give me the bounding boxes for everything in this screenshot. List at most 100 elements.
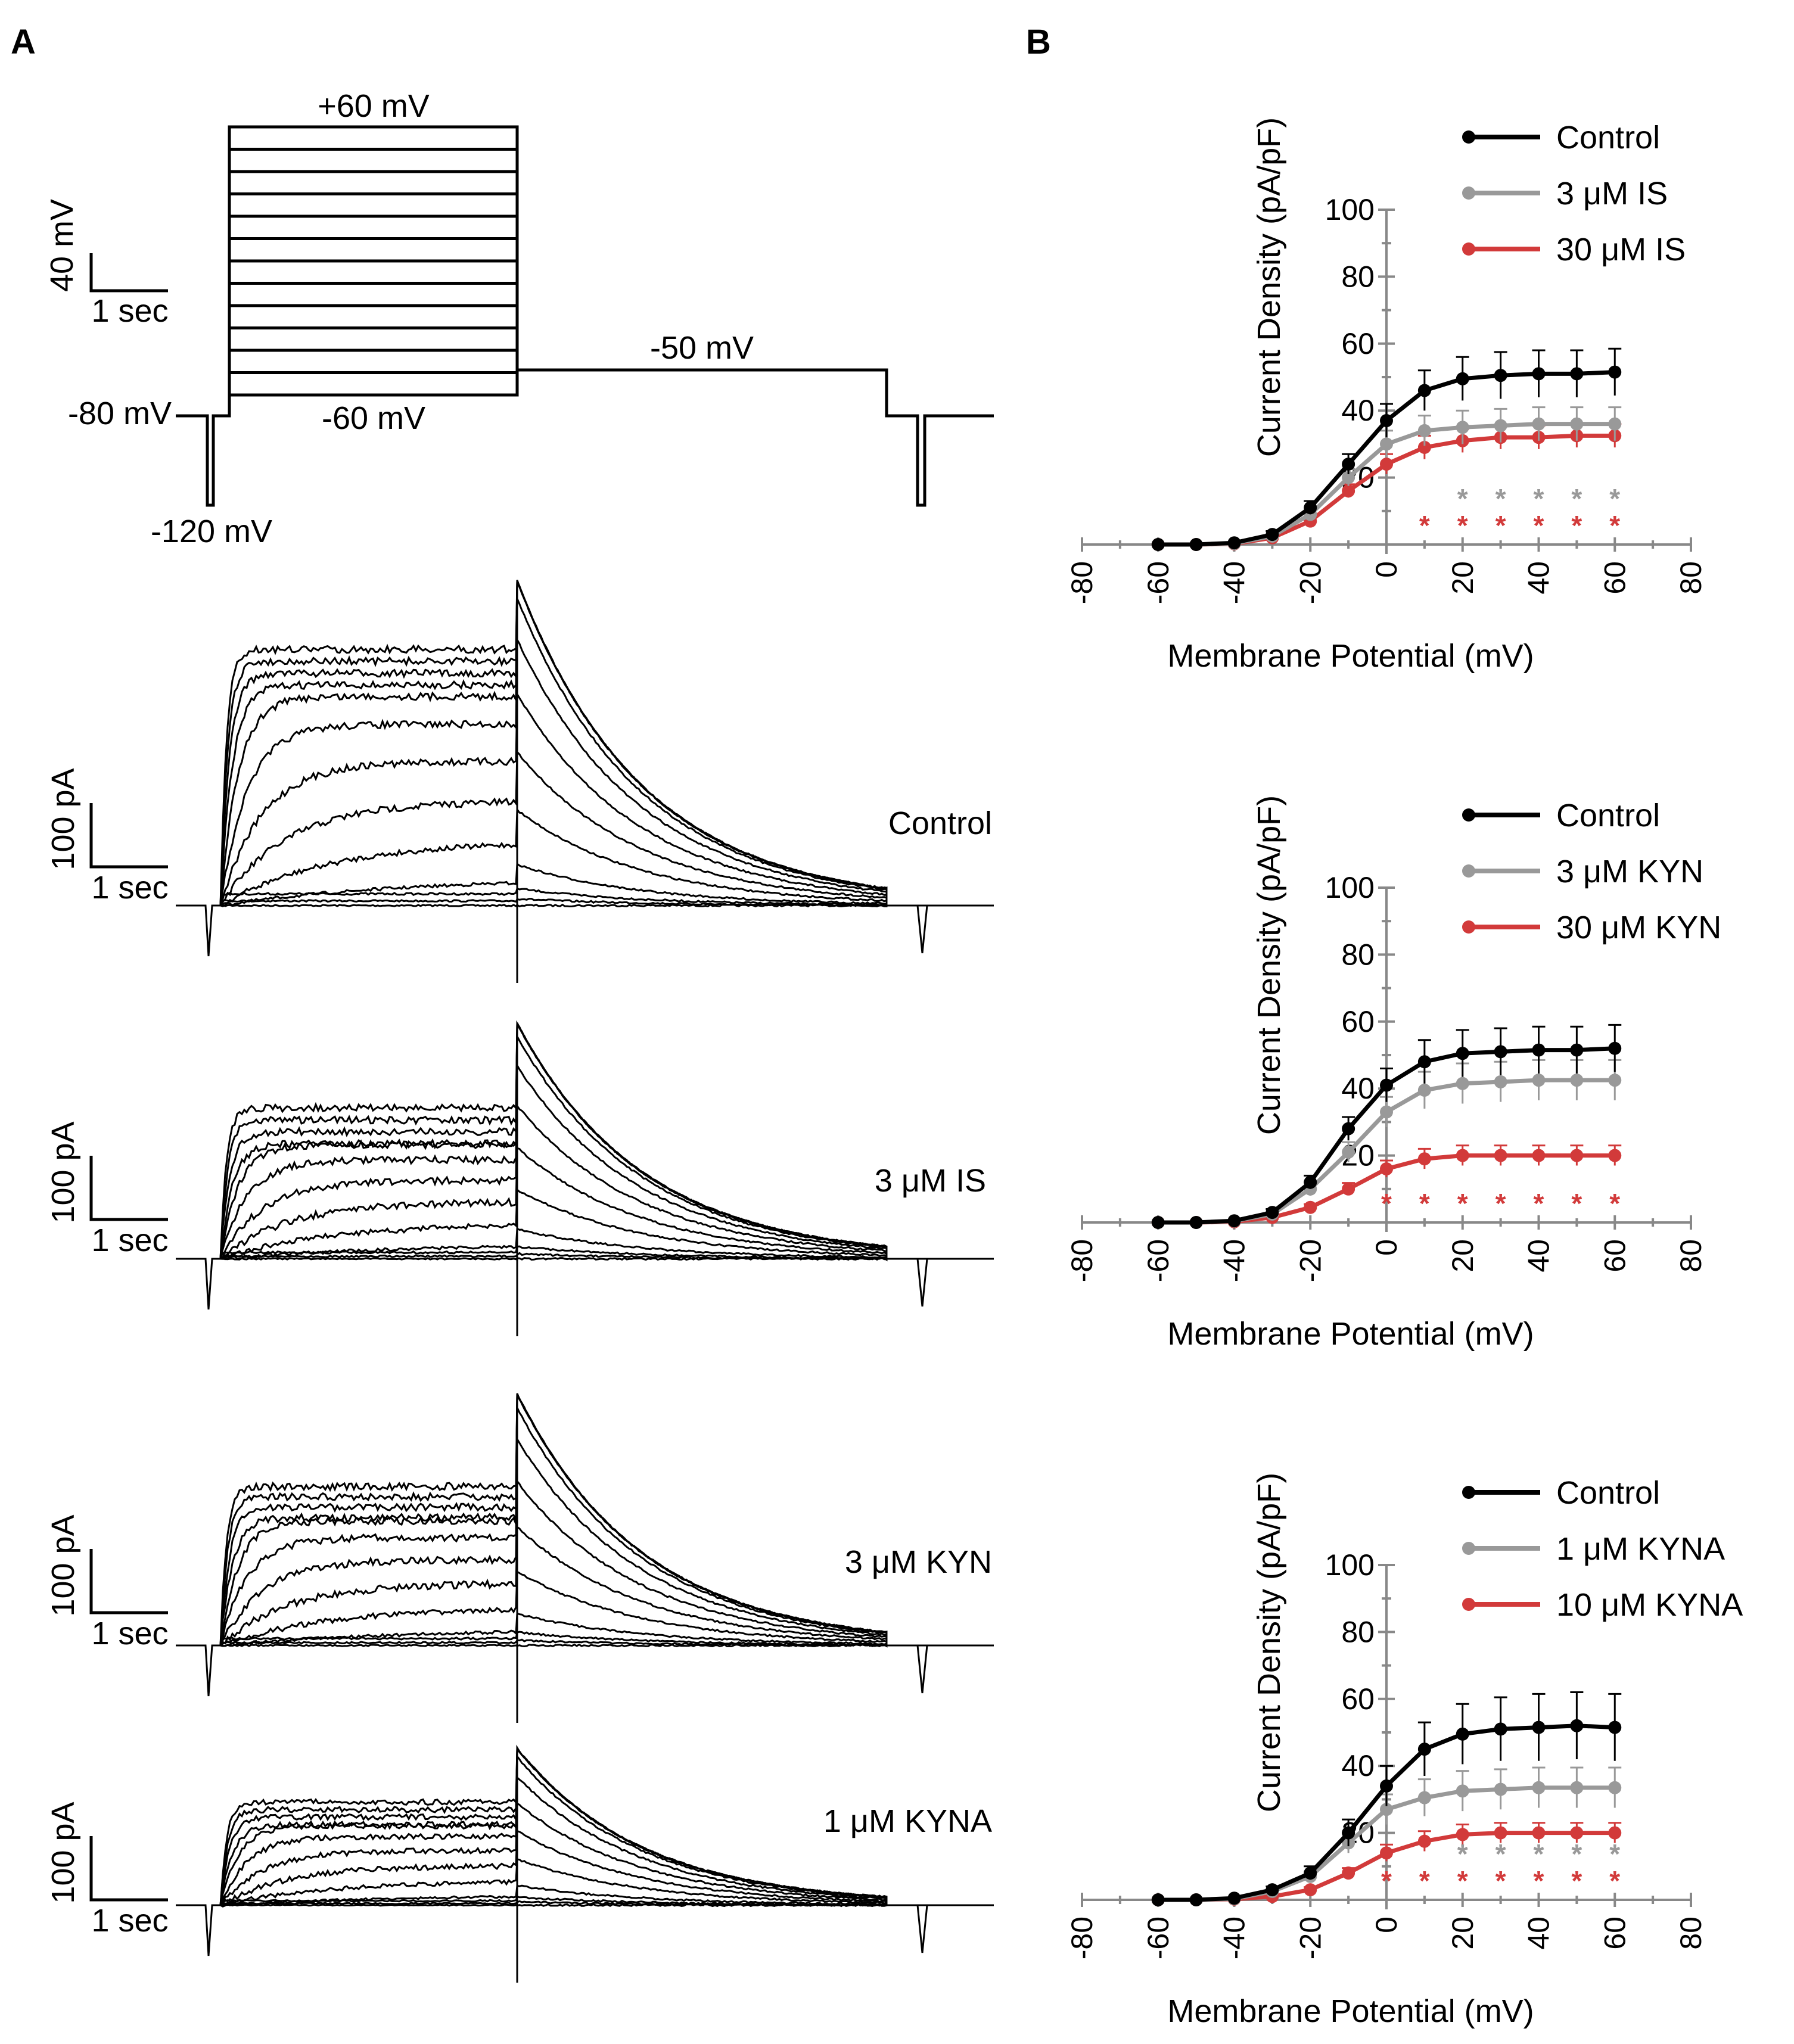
x-tick-label: -20 [1294, 1917, 1327, 1959]
trace-scalebar [89, 803, 168, 869]
series [1151, 1691, 1622, 1906]
trace-scale-time: 1 sec [91, 1616, 168, 1651]
current-trace [219, 1394, 994, 1647]
data-point [1608, 365, 1622, 379]
data-point [1227, 1214, 1241, 1228]
legend-marker [1462, 1542, 1475, 1555]
end-artifact [916, 1645, 928, 1694]
x-tick-label: 0 [1370, 561, 1403, 578]
legend-label: 30 μM IS [1556, 232, 1686, 267]
data-point [1494, 369, 1507, 382]
prepulse-artifact [176, 1904, 220, 1956]
significance-star: * [1419, 1865, 1430, 1896]
data-point [1189, 1893, 1203, 1906]
data-point [1380, 1803, 1393, 1816]
trace-lines [176, 1020, 994, 1336]
current-trace [220, 1802, 994, 1906]
significance-star: * [1534, 1188, 1544, 1219]
x-tick-label: -20 [1294, 561, 1327, 604]
legend-marker [1462, 130, 1475, 144]
data-point [1532, 1781, 1546, 1794]
trace-lines [176, 1393, 994, 1723]
x-tick-label: 20 [1446, 561, 1479, 595]
x-tick-label: 80 [1674, 1917, 1708, 1950]
series [1151, 347, 1622, 551]
current-trace [220, 1570, 994, 1647]
data-point [1570, 417, 1584, 431]
x-tick-label: 20 [1446, 1917, 1479, 1950]
protocol-step-bottom-label: -60 mV [322, 400, 425, 436]
data-point [1380, 414, 1393, 428]
voltage-protocol [89, 125, 994, 507]
data-point [1417, 1743, 1431, 1756]
data-point [1494, 1075, 1507, 1088]
data-point [1342, 1826, 1355, 1840]
data-point [1456, 421, 1469, 434]
x-tick-label: -60 [1142, 1917, 1175, 1959]
significance-star: * [1571, 510, 1582, 541]
trace-panel-3um-kyn: 100 pA 1 sec 3 μM KYN [45, 1393, 994, 1723]
data-point [1380, 1779, 1393, 1793]
significance-star: * [1534, 1865, 1544, 1896]
x-tick-label: -60 [1142, 561, 1175, 604]
data-point [1342, 458, 1355, 471]
series [1151, 1023, 1622, 1229]
data-point [1456, 372, 1469, 385]
x-tick-label: -20 [1294, 1239, 1327, 1282]
data-point [1456, 1727, 1469, 1741]
protocol-prepulse-label: -120 mV [151, 514, 272, 549]
x-tick-label: 60 [1598, 1239, 1631, 1273]
current-trace [219, 1436, 994, 1647]
x-tick-label: -40 [1218, 1239, 1251, 1282]
data-point [1189, 1216, 1203, 1229]
data-point [1570, 1074, 1584, 1087]
trace-scale-current: 100 pA [45, 1121, 81, 1223]
significance-star: * [1381, 1188, 1392, 1219]
significance-star: * [1571, 1838, 1582, 1869]
current-trace [219, 1022, 994, 1260]
x-tick-label: -40 [1218, 1917, 1251, 1959]
legend-marker [1462, 920, 1475, 934]
data-point [1380, 458, 1393, 471]
trace-panel-1um-kyna: 100 pA 1 sec 1 μM KYNA [45, 1744, 994, 1983]
significance-star: * [1609, 1188, 1620, 1219]
current-trace [219, 580, 994, 907]
current-trace [219, 1479, 994, 1647]
panel-letter-b: B [1026, 23, 1051, 61]
data-point [1532, 1826, 1546, 1840]
current-trace [219, 1744, 994, 1906]
significance-star: * [1495, 1838, 1506, 1869]
protocol-scalebar-t: 1 sec [91, 293, 168, 329]
current-trace [220, 862, 994, 907]
y-tick-label: 80 [1341, 260, 1375, 293]
data-point [1342, 1145, 1355, 1159]
current-trace [219, 1022, 994, 1260]
significance-star: * [1609, 1838, 1620, 1869]
x-tick-label: 60 [1598, 1917, 1631, 1950]
data-point [1342, 471, 1355, 484]
significance-star: * [1419, 1188, 1430, 1219]
significance-star: * [1457, 1865, 1468, 1896]
data-point [1266, 1883, 1279, 1897]
data-point [1570, 1719, 1584, 1732]
x-tick-label: -80 [1065, 561, 1099, 604]
significance-star: * [1609, 510, 1620, 541]
trace-label: 3 μM KYN [845, 1544, 992, 1580]
legend-marker [1462, 242, 1475, 256]
x-tick-label: 40 [1522, 561, 1556, 595]
data-point [1608, 1074, 1622, 1087]
data-point [1570, 1149, 1584, 1162]
y-tick-label: 60 [1341, 1005, 1375, 1038]
data-point [1380, 1105, 1393, 1119]
x-tick-label: 80 [1674, 561, 1708, 595]
significance-star: * [1457, 510, 1468, 541]
data-point [1608, 1149, 1622, 1162]
current-trace [219, 1021, 994, 1260]
data-point [1151, 538, 1165, 551]
y-tick-label: 80 [1341, 1615, 1375, 1648]
current-trace [220, 1187, 994, 1260]
data-point [1494, 1722, 1507, 1736]
data-point [1494, 1782, 1507, 1796]
significance-star: * [1571, 1188, 1582, 1219]
trace-scale-current: 100 pA [45, 768, 81, 870]
